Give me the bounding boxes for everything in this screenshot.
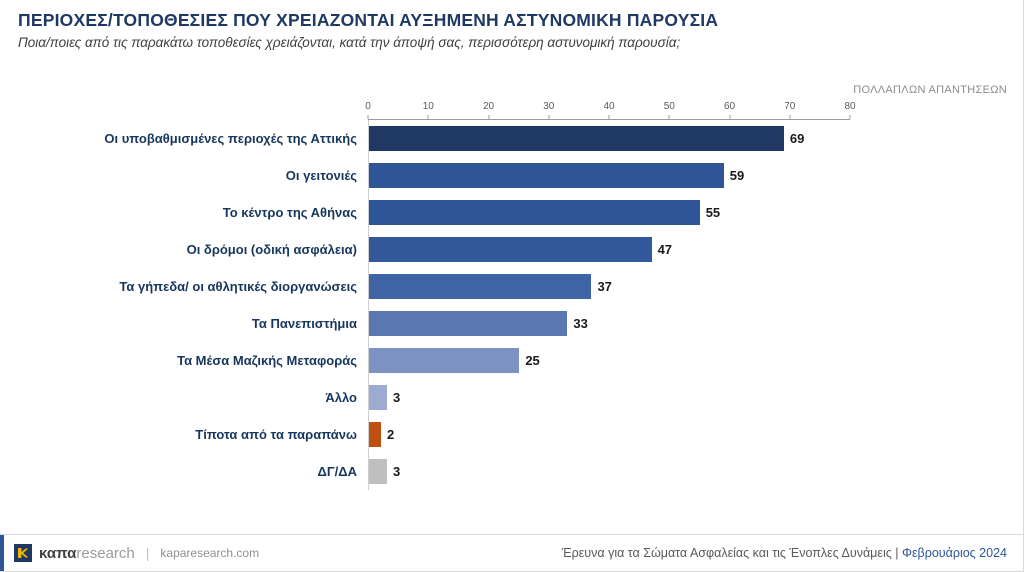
bar: [369, 385, 388, 410]
chart-rows: Οι υποβαθμισμένες περιοχές της Αττικής 69…: [18, 120, 851, 490]
chart-row: Τα Πανεπιστήμια 33: [18, 305, 851, 342]
footer: καπαresearch | kaparesearch.com Έρευνα γ…: [0, 534, 1023, 571]
bar-track: 47: [368, 231, 850, 268]
axis-tick-mark: [849, 115, 851, 119]
bar: [369, 459, 388, 484]
bar: [369, 274, 592, 299]
bar: [369, 422, 382, 447]
brand-kapa: καπα: [39, 544, 77, 562]
axis-tick-mark: [608, 115, 610, 119]
chart-row: Τίποτα από τα παραπάνω 2: [18, 416, 851, 453]
axis-tick-label: 70: [784, 101, 796, 112]
chart-row: Οι υποβαθμισμένες περιοχές της Αττικής 69: [18, 120, 851, 157]
axis-tick-mark: [729, 115, 730, 119]
axis-tick-mark: [367, 115, 369, 119]
source-divider: |: [895, 546, 899, 560]
value-label: 37: [597, 279, 612, 294]
footer-divider: |: [145, 545, 150, 561]
bar: [369, 163, 724, 188]
category-label: Οι γειτονιές: [285, 168, 357, 183]
chart-row: ΔΓ/ΔΑ 3: [18, 453, 851, 490]
value-label: 55: [705, 205, 721, 220]
chart-row: Το κέντρο της Αθήνας 55: [18, 194, 851, 231]
value-label: 69: [789, 131, 805, 146]
category-label: Τα γήπεδα/ οι αθλητικές διοργανώσεις: [119, 279, 357, 294]
bar-track: 3: [368, 379, 850, 416]
axis-tick-label: 20: [482, 101, 495, 112]
axis-tick-label: 60: [723, 101, 736, 112]
value-label: 2: [387, 427, 395, 442]
bar-track: 3: [368, 453, 850, 490]
chart-row: Οι δρόμοι (οδική ασφάλεια) 47: [18, 231, 851, 268]
kapa-logo-icon: [14, 544, 32, 562]
brand-name: καπαresearch: [39, 545, 135, 562]
value-label: 3: [393, 390, 401, 405]
axis-tick-mark: [789, 115, 791, 119]
axis-tick-mark: [668, 115, 670, 119]
header: ΠΕΡΙΟΧΕΣ/ΤΟΠΟΘΕΣΙΕΣ ΠΟΥ ΧΡΕΙΑΖΟΝΤΑΙ ΑΥΞΗ…: [18, 10, 1005, 50]
value-label: 47: [657, 242, 673, 257]
chart-row: Τα Μέσα Μαζικής Μεταφοράς 25: [18, 342, 851, 379]
axis-tick-mark: [488, 115, 489, 119]
source-block: Έρευνα για τα Σώματα Ασφαλείας και τις Έ…: [562, 546, 1007, 560]
bar-chart: 0 10 20 30 40 50 60 70 80 Οι υποβαθμισμένες περι…: [18, 96, 856, 490]
bar-track: 25: [368, 342, 850, 379]
category-label: ΔΓ/ΔΑ: [317, 464, 357, 479]
axis-ticks: 0 10 20 30 40 50 60 70 80: [365, 96, 856, 120]
axis-tick-mark: [427, 115, 429, 119]
bar: [369, 237, 652, 262]
multiple-answers-note: ΠΟΛΛΑΠΛΩΝ ΑΠΑΝΤΗΣΕΩΝ: [853, 84, 1007, 96]
footer-accent-stripe: [0, 535, 4, 571]
category-label: Οι δρόμοι (οδική ασφάλεια): [186, 242, 357, 257]
axis-tick-label: 10: [422, 101, 434, 112]
axis-tick-label: 30: [543, 101, 555, 112]
axis-tick-label: 40: [603, 101, 615, 112]
bar-track: 69: [368, 120, 850, 157]
category-label: Άλλο: [325, 390, 357, 405]
axis-tick-label: 0: [365, 101, 371, 112]
category-label: Τα Πανεπιστήμια: [251, 316, 357, 331]
value-label: 59: [729, 168, 745, 183]
source-text: Έρευνα για τα Σώματα Ασφαλείας και τις Έ…: [561, 546, 892, 560]
brand-research: research: [76, 544, 135, 562]
axis-tick-label: 50: [663, 101, 675, 112]
axis-tick-mark: [548, 115, 550, 119]
bar-track: 33: [368, 305, 850, 342]
bar: [369, 311, 568, 336]
axis-tick-label: 80: [844, 101, 856, 112]
value-label: 3: [393, 464, 401, 479]
bar-track: 55: [368, 194, 850, 231]
bar-track: 59: [368, 157, 850, 194]
bar: [369, 126, 784, 151]
chart-row: Τα γήπεδα/ οι αθλητικές διοργανώσεις 37: [18, 268, 851, 305]
bar: [369, 348, 520, 373]
category-label: Τα Μέσα Μαζικής Μεταφοράς: [177, 353, 357, 368]
x-axis: 0 10 20 30 40 50 60 70 80: [18, 96, 856, 120]
category-label: Τίποτα από τα παραπάνω: [195, 427, 357, 442]
value-label: 25: [525, 353, 540, 368]
bar-track: 2: [368, 416, 850, 453]
category-label: Οι υποβαθμισμένες περιοχές της Αττικής: [104, 131, 357, 146]
chart-row: Άλλο 3: [18, 379, 851, 416]
page-title: ΠΕΡΙΟΧΕΣ/ΤΟΠΟΘΕΣΙΕΣ ΠΟΥ ΧΡΕΙΑΖΟΝΤΑΙ ΑΥΞΗ…: [18, 10, 719, 30]
source-date: Φεβρουάριος 2024: [901, 546, 1007, 560]
axis-label-spacer: [18, 96, 368, 120]
bar-track: 37: [368, 268, 850, 305]
bar: [369, 200, 700, 225]
chart-row: Οι γειτονιές 59: [18, 157, 851, 194]
value-label: 33: [573, 316, 588, 331]
brand: καπαresearch | kaparesearch.com: [14, 544, 259, 562]
category-label: Το κέντρο της Αθήνας: [222, 205, 357, 220]
page-subtitle: Ποια/ποιες από τις παρακάτω τοποθεσίες χ…: [18, 35, 681, 50]
website-text: kaparesearch.com: [160, 546, 260, 560]
